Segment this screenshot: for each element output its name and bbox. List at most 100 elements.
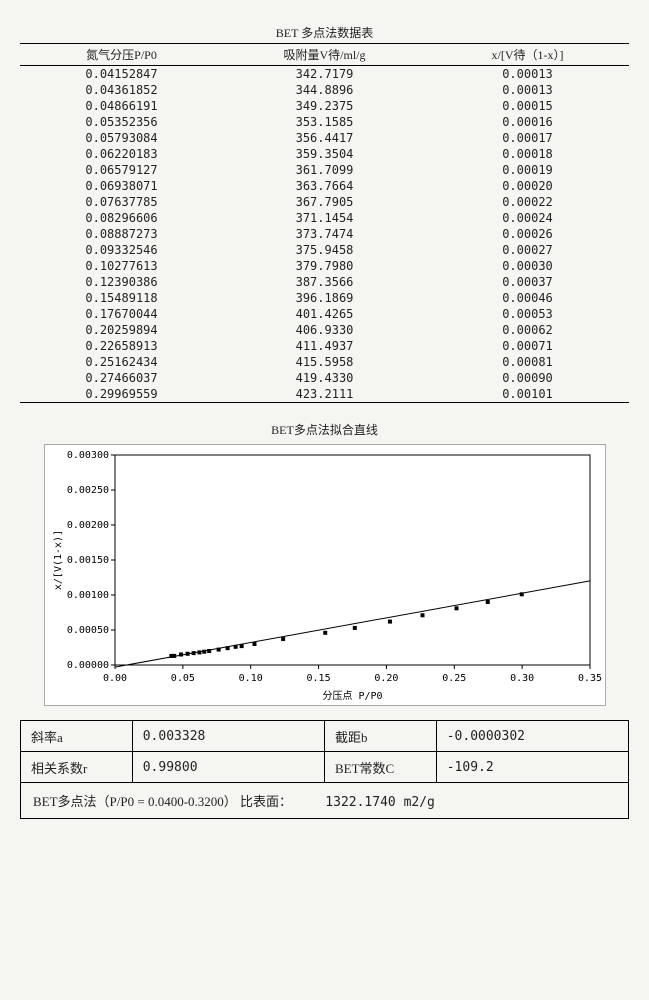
table-cell: 375.9458 [223,242,426,258]
summary-value: 1322.1740 m2/g [325,795,435,810]
table-cell: 401.4265 [223,306,426,322]
table-row: 0.06220183359.35040.00018 [20,146,629,162]
table-cell: 363.7664 [223,178,426,194]
corr-value: 0.99800 [132,752,324,783]
table-cell: 361.7099 [223,162,426,178]
table-cell: 0.00022 [426,194,629,210]
table-cell: 0.00017 [426,130,629,146]
table-cell: 0.00019 [426,162,629,178]
svg-text:x/[V(1-x)]: x/[V(1-x)] [53,530,64,590]
table-cell: 0.08887273 [20,226,223,242]
svg-text:分压点 P/P0: 分压点 P/P0 [322,690,382,702]
table-cell: 371.1454 [223,210,426,226]
table-cell: 0.00081 [426,354,629,370]
table-cell: 387.3566 [223,274,426,290]
results-table: 斜率a 0.003328 截距b -0.0000302 相关系数r 0.9980… [20,720,629,783]
table-cell: 0.08296606 [20,210,223,226]
table-cell: 367.7905 [223,194,426,210]
table-cell: 0.00053 [426,306,629,322]
table-cell: 0.20259894 [20,322,223,338]
table-cell: 0.12390386 [20,274,223,290]
table-row: 0.06579127361.70990.00019 [20,162,629,178]
table-cell: 423.2111 [223,386,426,403]
table-cell: 406.9330 [223,322,426,338]
table-cell: 0.00027 [426,242,629,258]
intercept-value: -0.0000302 [436,721,628,752]
col-header-3: x/[V待（1-x）] [426,44,629,66]
slope-label: 斜率a [21,721,133,752]
table-row: 0.06938071363.76640.00020 [20,178,629,194]
table-cell: 0.17670044 [20,306,223,322]
table-cell: 356.4417 [223,130,426,146]
table-cell: 0.00024 [426,210,629,226]
svg-text:0.00200: 0.00200 [66,520,108,531]
svg-text:0.15: 0.15 [306,673,330,684]
table-cell: 0.29969559 [20,386,223,403]
table-cell: 419.4330 [223,370,426,386]
table-cell: 353.1585 [223,114,426,130]
table-row: 0.05793084356.44170.00017 [20,130,629,146]
table-cell: 0.04361852 [20,82,223,98]
table-cell: 0.00046 [426,290,629,306]
svg-text:0.10: 0.10 [238,673,262,684]
table-cell: 0.15489118 [20,290,223,306]
table-row: 0.04152847342.71790.00013 [20,66,629,83]
table-row: 0.08296606371.14540.00024 [20,210,629,226]
svg-text:0.00300: 0.00300 [66,450,108,461]
summary-label: BET多点法（P/P0 = 0.0400-0.3200） 比表面： [33,794,292,809]
table-cell: 0.05352356 [20,114,223,130]
table-cell: 342.7179 [223,66,426,83]
table-cell: 379.7980 [223,258,426,274]
table-cell: 0.00013 [426,82,629,98]
table-cell: 0.04152847 [20,66,223,83]
table-cell: 396.1869 [223,290,426,306]
results-summary: BET多点法（P/P0 = 0.0400-0.3200） 比表面： 1322.1… [20,783,629,819]
table-cell: 0.00018 [426,146,629,162]
svg-text:0.00100: 0.00100 [66,590,108,601]
col-header-1: 氮气分压P/P0 [20,44,223,66]
table-row: 0.17670044401.42650.00053 [20,306,629,322]
table-row: 0.07637785367.79050.00022 [20,194,629,210]
table-cell: 0.00020 [426,178,629,194]
table-cell: 0.06579127 [20,162,223,178]
table-body: 0.04152847342.71790.000130.04361852344.8… [20,66,629,403]
svg-text:0.00000: 0.00000 [66,660,108,671]
table-cell: 0.00037 [426,274,629,290]
table-cell: 349.2375 [223,98,426,114]
table-row: 0.22658913411.49370.00071 [20,338,629,354]
bet-data-table: BET 多点法数据表 氮气分压P/P0 吸附量V待/ml/g x/[V待（1-x… [20,20,629,403]
chart-container: BET多点法拟合直线 0.000000.000500.001000.001500… [20,421,629,706]
table-cell: 0.27466037 [20,370,223,386]
table-cell: 0.00013 [426,66,629,83]
svg-text:0.00: 0.00 [102,673,126,684]
table-cell: 359.3504 [223,146,426,162]
table-cell: 0.00101 [426,386,629,403]
table-cell: 415.5958 [223,354,426,370]
corr-label: 相关系数r [21,752,133,783]
table-cell: 0.05793084 [20,130,223,146]
betc-label: BET常数C [324,752,436,783]
table-cell: 0.07637785 [20,194,223,210]
table-cell: 0.22658913 [20,338,223,354]
table-cell: 0.06220183 [20,146,223,162]
table-cell: 0.00071 [426,338,629,354]
svg-text:0.25: 0.25 [442,673,466,684]
bet-fit-chart: 0.000000.000500.001000.001500.002000.002… [44,444,606,706]
table-row: 0.04866191349.23750.00015 [20,98,629,114]
svg-text:0.05: 0.05 [170,673,194,684]
betc-value: -109.2 [436,752,628,783]
table-cell: 0.04866191 [20,98,223,114]
svg-text:0.20: 0.20 [374,673,398,684]
table-row: 0.27466037419.43300.00090 [20,370,629,386]
table-cell: 0.09332546 [20,242,223,258]
svg-text:0.30: 0.30 [510,673,534,684]
table-cell: 0.00090 [426,370,629,386]
table-cell: 0.25162434 [20,354,223,370]
table-title: BET 多点法数据表 [20,20,629,44]
table-row: 0.20259894406.93300.00062 [20,322,629,338]
table-row: 0.12390386387.35660.00037 [20,274,629,290]
intercept-label: 截距b [324,721,436,752]
slope-value: 0.003328 [132,721,324,752]
table-row: 0.29969559423.21110.00101 [20,386,629,403]
svg-text:0.00150: 0.00150 [66,555,108,566]
